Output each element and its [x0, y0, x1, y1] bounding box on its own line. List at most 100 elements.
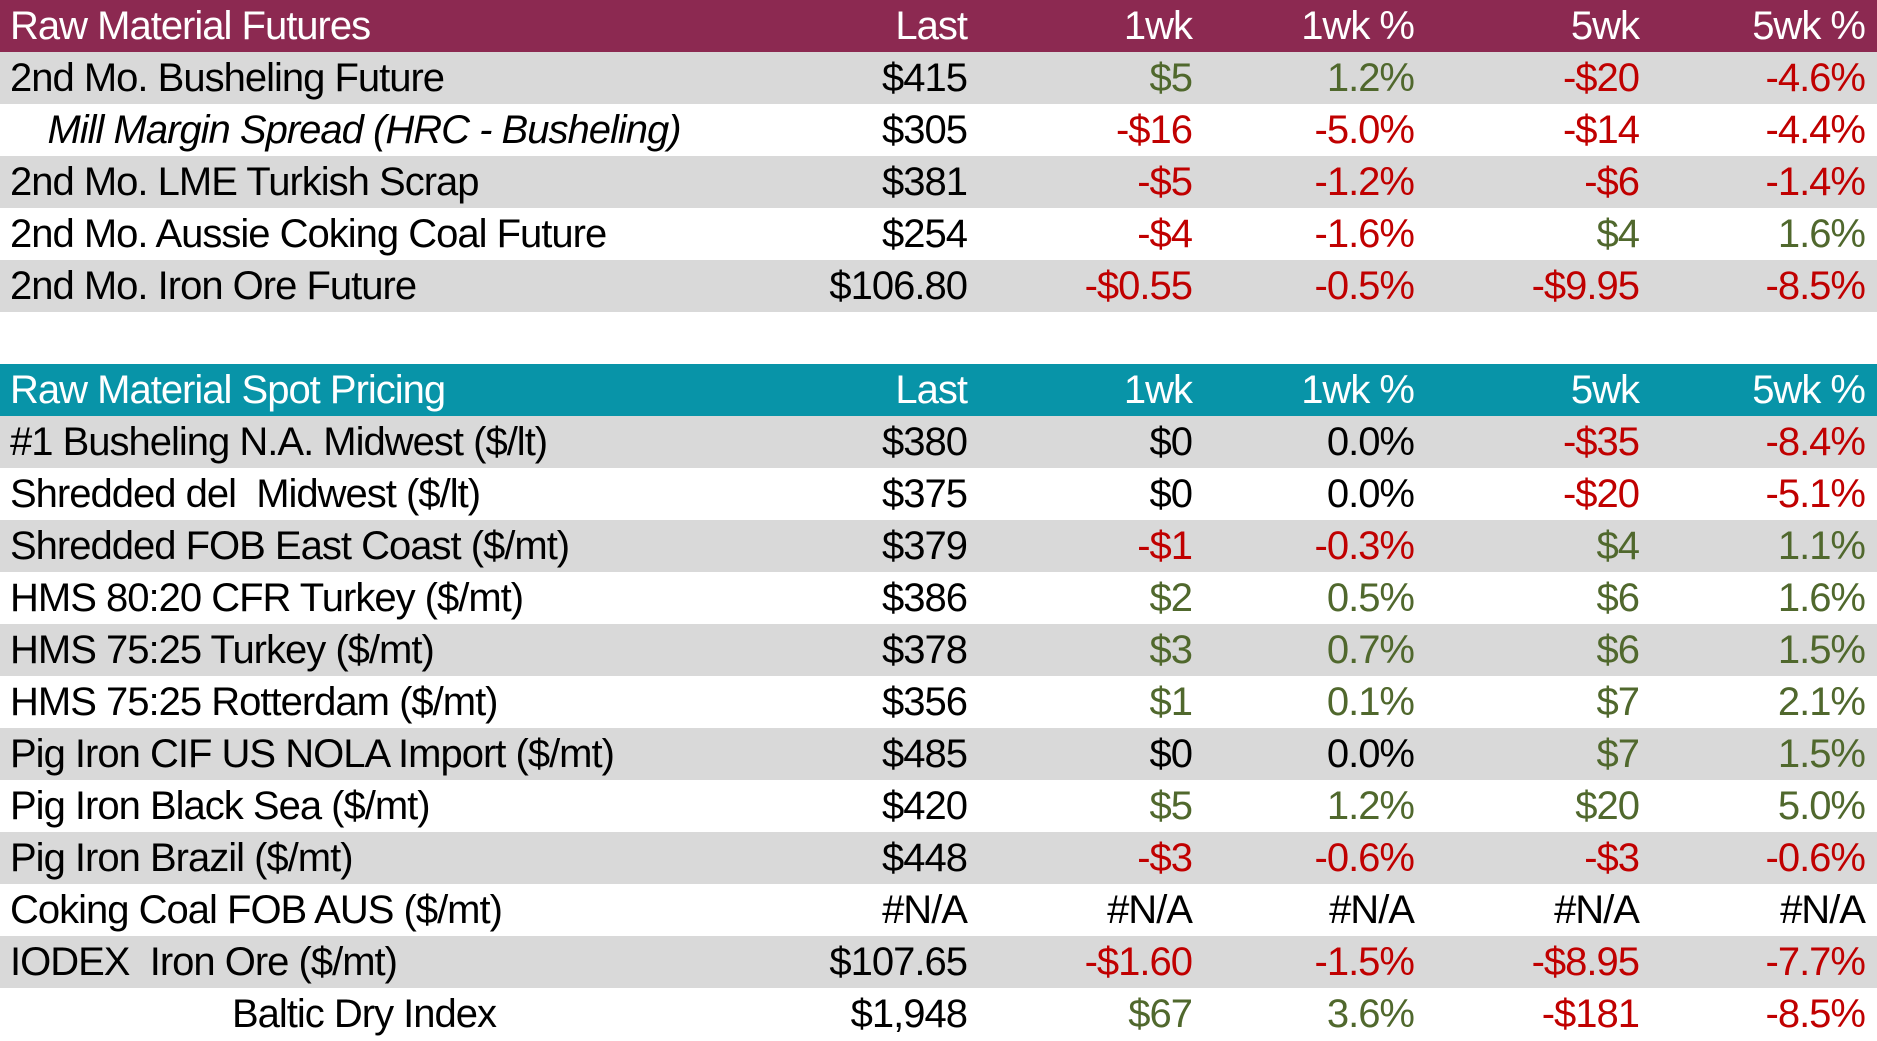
- value-cell: $107.65: [829, 940, 968, 984]
- column-header: Last: [895, 368, 968, 412]
- row-label: Shredded FOB East Coast ($/mt): [10, 524, 570, 568]
- value-cell: 1.5%: [1777, 628, 1866, 672]
- table-row: Pig Iron Brazil ($/mt) $448 -$3 -0.6% -$3 -0.…: [0, 832, 1877, 884]
- value-cell: $379: [882, 524, 968, 568]
- value-cell: $4: [1596, 524, 1641, 568]
- value-cell: -$16: [1115, 108, 1193, 152]
- table-title: Raw Material Futures: [10, 4, 371, 48]
- column-header: 1wk %: [1301, 4, 1415, 48]
- value-cell: $3: [1149, 628, 1194, 672]
- table-row: IODEX Iron Ore ($/mt) $107.65 -$1.60 -1.5% -…: [0, 936, 1877, 988]
- value-cell: $106.80: [829, 264, 968, 308]
- value-cell: $448: [882, 836, 968, 880]
- value-cell: $415: [882, 56, 968, 100]
- value-cell: $420: [882, 784, 968, 828]
- table-row: Baltic Dry Index $1,948 $67 3.6% -$181 -8.5%: [0, 988, 1877, 1040]
- column-header: 1wk: [1123, 368, 1193, 412]
- table-header-row: Raw Material Futures Last 1wk 1wk % 5wk 5wk %: [0, 0, 1877, 52]
- value-cell: -1.6%: [1314, 212, 1416, 256]
- row-label: 2nd Mo. Aussie Coking Coal Future: [10, 212, 607, 256]
- table-row: 2nd Mo. Iron Ore Future $106.80 -$0.55 -0.5…: [0, 260, 1877, 312]
- table-row: Pig Iron CIF US NOLA Import ($/mt) $485 $0…: [0, 728, 1877, 780]
- value-cell: #N/A: [1107, 888, 1193, 932]
- value-cell: $305: [882, 108, 968, 152]
- value-cell: -4.6%: [1765, 56, 1867, 100]
- value-cell: 3.6%: [1326, 992, 1415, 1036]
- value-cell: 0.0%: [1326, 732, 1415, 776]
- value-cell: -8.5%: [1765, 264, 1867, 308]
- value-cell: -$5: [1137, 160, 1193, 204]
- value-cell: -8.4%: [1765, 420, 1867, 464]
- column-header: 5wk: [1570, 4, 1640, 48]
- row-label: 2nd Mo. Busheling Future: [10, 56, 445, 100]
- value-cell: #N/A: [1329, 888, 1415, 932]
- value-cell: $6: [1596, 576, 1641, 620]
- value-cell: $356: [882, 680, 968, 724]
- column-header: 5wk %: [1752, 4, 1866, 48]
- value-cell: 0.5%: [1326, 576, 1415, 620]
- value-cell: $4: [1596, 212, 1641, 256]
- value-cell: -$0.55: [1084, 264, 1193, 308]
- row-label: 2nd Mo. Iron Ore Future: [10, 264, 417, 308]
- column-header: Last: [895, 4, 968, 48]
- value-cell: #N/A: [1554, 888, 1640, 932]
- value-cell: $2: [1149, 576, 1194, 620]
- column-header: 1wk: [1123, 4, 1193, 48]
- column-header: 1wk %: [1301, 368, 1415, 412]
- raw-material-futures-table: Raw Material Futures Last 1wk 1wk % 5wk 5wk %…: [0, 0, 1877, 312]
- table-header-row: Raw Material Spot Pricing Last 1wk 1wk % 5wk…: [0, 364, 1877, 416]
- row-label: IODEX Iron Ore ($/mt): [10, 940, 398, 984]
- table-row: HMS 75:25 Rotterdam ($/mt) $356 $1 0.1% $7 2.…: [0, 676, 1877, 728]
- value-cell: -5.0%: [1314, 108, 1416, 152]
- value-cell: -$3: [1584, 836, 1640, 880]
- value-cell: -1.2%: [1314, 160, 1416, 204]
- value-cell: $67: [1128, 992, 1193, 1036]
- value-cell: -1.4%: [1765, 160, 1867, 204]
- value-cell: 2.1%: [1777, 680, 1866, 724]
- value-cell: -$9.95: [1531, 264, 1640, 308]
- value-cell: -$35: [1562, 420, 1640, 464]
- table-row: Coking Coal FOB AUS ($/mt) #N/A #N/A #N/A #N…: [0, 884, 1877, 936]
- value-cell: $386: [882, 576, 968, 620]
- value-cell: -0.6%: [1765, 836, 1867, 880]
- value-cell: -$181: [1541, 992, 1640, 1036]
- value-cell: 1.2%: [1326, 784, 1415, 828]
- row-label: Pig Iron Brazil ($/mt): [10, 836, 354, 880]
- value-cell: $20: [1575, 784, 1640, 828]
- value-cell: -$20: [1562, 472, 1640, 516]
- value-cell: -$6: [1584, 160, 1640, 204]
- value-cell: -$1.60: [1084, 940, 1193, 984]
- row-label: Pig Iron Black Sea ($/mt): [10, 784, 431, 828]
- row-label: HMS 80:20 CFR Turkey ($/mt): [10, 576, 524, 620]
- value-cell: -$1: [1137, 524, 1193, 568]
- value-cell: $5: [1149, 56, 1194, 100]
- table-row: 2nd Mo. Busheling Future $415 $5 1.2% -$20 -4…: [0, 52, 1877, 104]
- value-cell: $254: [882, 212, 968, 256]
- value-cell: -1.5%: [1314, 940, 1416, 984]
- value-cell: #N/A: [1780, 888, 1866, 932]
- table-row: HMS 80:20 CFR Turkey ($/mt) $386 $2 0.5% $6 1…: [0, 572, 1877, 624]
- value-cell: -0.5%: [1314, 264, 1416, 308]
- value-cell: 1.2%: [1326, 56, 1415, 100]
- row-label: Pig Iron CIF US NOLA Import ($/mt): [10, 732, 615, 776]
- column-header: 5wk %: [1752, 368, 1866, 412]
- row-label: Coking Coal FOB AUS ($/mt): [10, 888, 503, 932]
- row-label: #1 Busheling N.A. Midwest ($/lt): [10, 420, 548, 464]
- value-cell: 0.7%: [1326, 628, 1415, 672]
- row-label: 2nd Mo. LME Turkish Scrap: [10, 160, 480, 204]
- row-label: Baltic Dry Index: [231, 992, 497, 1036]
- spacer-row: [0, 312, 1877, 364]
- value-cell: $0: [1149, 420, 1194, 464]
- value-cell: -$20: [1562, 56, 1640, 100]
- value-cell: -0.6%: [1314, 836, 1416, 880]
- table-row: Shredded FOB East Coast ($/mt) $379 -$1 -0.…: [0, 520, 1877, 572]
- column-header: 5wk: [1570, 368, 1640, 412]
- value-cell: -$3: [1137, 836, 1193, 880]
- value-cell: $6: [1596, 628, 1641, 672]
- value-cell: $7: [1596, 732, 1641, 776]
- value-cell: 0.0%: [1326, 420, 1415, 464]
- value-cell: -$4: [1137, 212, 1193, 256]
- value-cell: -8.5%: [1765, 992, 1867, 1036]
- value-cell: $375: [882, 472, 968, 516]
- value-cell: -5.1%: [1765, 472, 1867, 516]
